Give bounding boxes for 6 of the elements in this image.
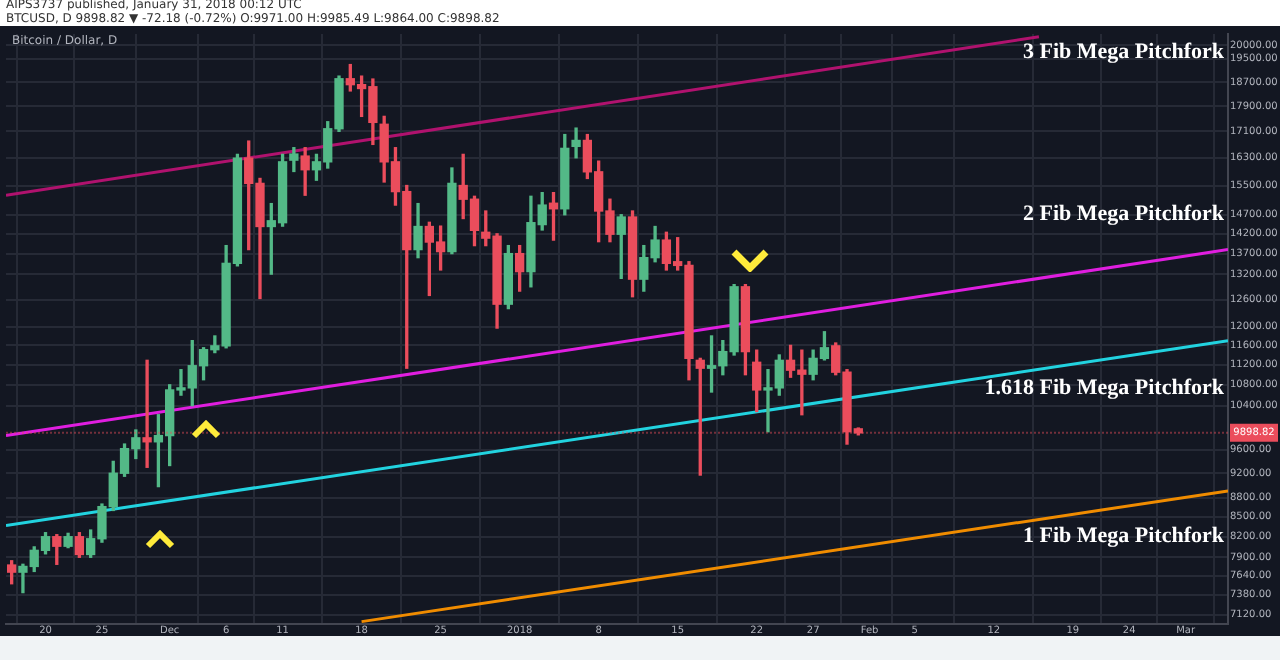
candlestick bbox=[142, 359, 152, 468]
annotation: 1 Fib Mega Pitchfork bbox=[1022, 524, 1224, 548]
annotation: 2 Fib Mega Pitchfork bbox=[1022, 202, 1224, 226]
candlestick bbox=[571, 127, 581, 159]
annotation: 3 Fib Mega Pitchfork bbox=[1022, 40, 1224, 64]
annotation: 1.618 Fib Mega Pitchfork bbox=[984, 376, 1224, 400]
